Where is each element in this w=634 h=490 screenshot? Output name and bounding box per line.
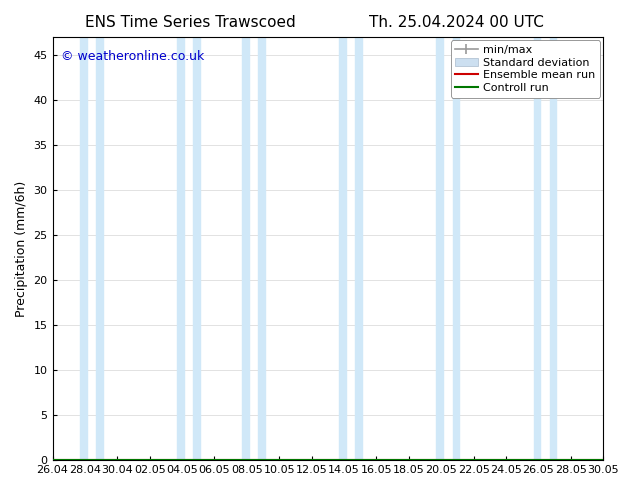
- Bar: [534, 37, 540, 460]
- Bar: [356, 37, 362, 460]
- Bar: [258, 37, 265, 460]
- Bar: [242, 37, 249, 460]
- Bar: [436, 37, 443, 460]
- Bar: [193, 37, 200, 460]
- Legend: min/max, Standard deviation, Ensemble mean run, Controll run: min/max, Standard deviation, Ensemble me…: [451, 40, 600, 98]
- Text: Th. 25.04.2024 00 UTC: Th. 25.04.2024 00 UTC: [369, 15, 544, 30]
- Y-axis label: Precipitation (mm/6h): Precipitation (mm/6h): [15, 180, 28, 317]
- Text: © weatheronline.co.uk: © weatheronline.co.uk: [61, 50, 204, 63]
- Bar: [80, 37, 87, 460]
- Bar: [453, 37, 459, 460]
- Bar: [178, 37, 184, 460]
- Bar: [550, 37, 556, 460]
- Bar: [96, 37, 103, 460]
- Text: ENS Time Series Trawscoed: ENS Time Series Trawscoed: [85, 15, 295, 30]
- Bar: [339, 37, 346, 460]
